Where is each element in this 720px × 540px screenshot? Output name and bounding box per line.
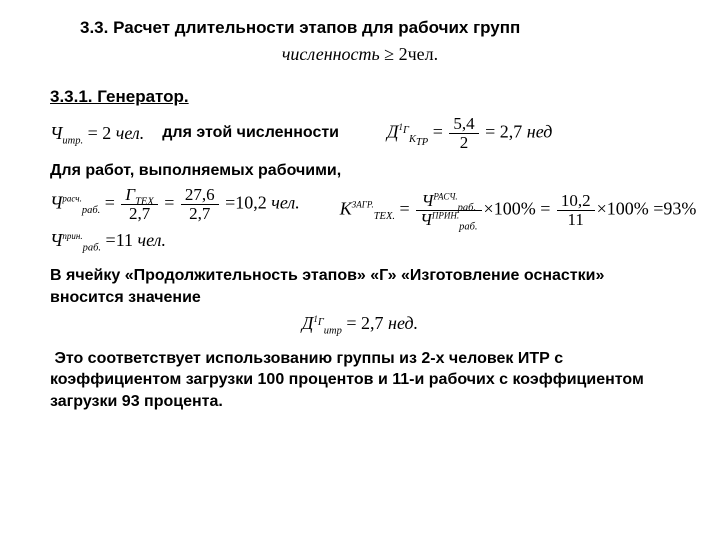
para-workers: Для работ, выполняемых рабочими,: [50, 162, 670, 180]
eq-lhs: численность: [282, 44, 380, 64]
para-final: Это соответствует использованию группы и…: [50, 348, 670, 413]
para-cell: В ячейку «Продолжительность этапов» «Г» …: [50, 265, 670, 308]
eq-d-itr: Д1ГКТР = 5,42 = 2,7 нед: [387, 115, 552, 152]
eq-cell-sup: 1Г: [313, 314, 323, 324]
eq-duration-result: Д1Гитр = 2,7 нед.: [50, 313, 670, 334]
line-itr: Читр. = 2 чел. для этой численности Д1ГК…: [50, 115, 670, 152]
headcount-condition: численность ≥ 2чел.: [50, 44, 670, 65]
section-title: 3.3. Расчет длительности этапов для рабо…: [80, 18, 670, 38]
eq-rhs: 2чел.: [399, 44, 439, 64]
subsection-title: 3.3.1. Генератор.: [50, 87, 670, 107]
mid-label: для этой численности: [162, 124, 339, 142]
eq-op: ≥: [384, 44, 394, 64]
page: 3.3. Расчет длительности этапов для рабо…: [0, 0, 720, 540]
eq-d-sub: КТР: [409, 134, 428, 145]
eq-d-sup: 1Г: [398, 122, 408, 132]
eq-ch-prin: Чприн.раб. =11 чел.: [50, 230, 166, 251]
block-workers: Чрасч.раб. = ГТЕХ2,7 = 27,62,7 =10,2 чел…: [50, 186, 670, 252]
eq-k-zagr: KЗАГР.ТЕХ. = ЧРАСЧ.раб.ЧПРИН.раб.×100% =…: [340, 192, 697, 229]
eq-ch-itr: Читр. = 2 чел.: [50, 123, 144, 144]
eq-ch-rasch: Чрасч.раб. = ГТЕХ2,7 = 27,62,7 =10,2 чел…: [50, 186, 300, 223]
